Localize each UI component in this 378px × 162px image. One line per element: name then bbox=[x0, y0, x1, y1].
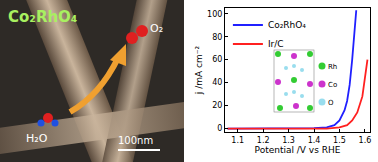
svg-text:1.3: 1.3 bbox=[282, 136, 295, 145]
svg-text:j /mA cm⁻²: j /mA cm⁻² bbox=[194, 45, 204, 95]
svg-text:Ir/C: Ir/C bbox=[268, 39, 284, 49]
svg-text:H₂O: H₂O bbox=[26, 132, 48, 145]
svg-text:1.4: 1.4 bbox=[308, 136, 321, 145]
svg-text:1.5: 1.5 bbox=[333, 136, 346, 145]
svg-text:Co₂RhO₄: Co₂RhO₄ bbox=[8, 8, 77, 26]
svg-text:Rh: Rh bbox=[328, 63, 337, 71]
svg-text:1.2: 1.2 bbox=[257, 136, 270, 145]
svg-text:Co₂RhO₄: Co₂RhO₄ bbox=[268, 20, 306, 30]
svg-text:O: O bbox=[328, 99, 334, 107]
svg-text:0: 0 bbox=[217, 124, 222, 133]
svg-text:1.1: 1.1 bbox=[231, 136, 244, 145]
svg-text:Co: Co bbox=[328, 81, 337, 89]
svg-text:Potential /V vs RHE: Potential /V vs RHE bbox=[255, 145, 341, 155]
svg-text:100: 100 bbox=[207, 10, 222, 19]
svg-text:80: 80 bbox=[212, 33, 222, 42]
svg-text:1.6: 1.6 bbox=[359, 136, 372, 145]
svg-text:40: 40 bbox=[212, 78, 222, 87]
svg-text:100nm: 100nm bbox=[118, 135, 153, 146]
svg-text:20: 20 bbox=[212, 101, 222, 110]
svg-text:O₂: O₂ bbox=[150, 22, 163, 35]
svg-text:60: 60 bbox=[212, 55, 222, 64]
